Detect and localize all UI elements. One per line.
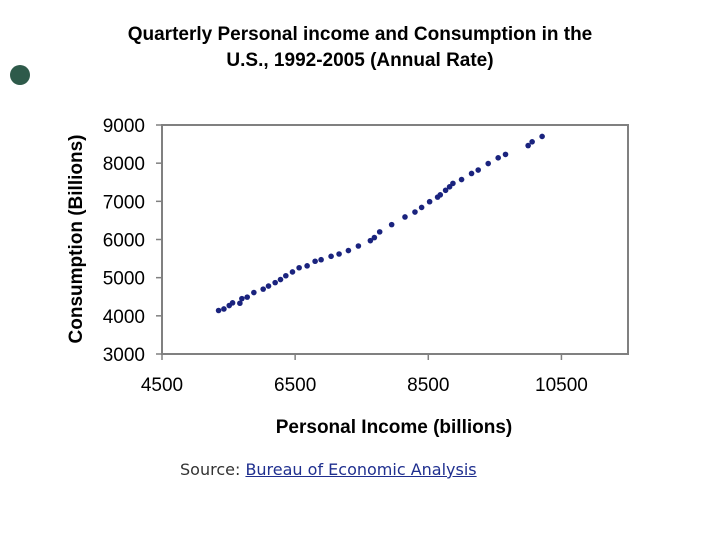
- x-tick-label: 8500: [407, 375, 449, 396]
- data-point: [336, 251, 342, 257]
- data-point: [345, 247, 352, 254]
- data-point: [402, 214, 408, 220]
- data-point: [437, 192, 444, 198]
- data-point: [525, 142, 531, 149]
- slide-bullet: [10, 65, 30, 85]
- data-point: [450, 180, 456, 187]
- data-point: [367, 237, 374, 244]
- data-point: [502, 151, 509, 158]
- data-point: [312, 258, 318, 265]
- y-tick-label: 4000: [103, 307, 145, 328]
- y-tick-label: 7000: [103, 192, 145, 213]
- data-point: [244, 294, 251, 300]
- data-point: [328, 253, 334, 260]
- data-point: [475, 167, 482, 173]
- data-point: [251, 289, 257, 296]
- data-point: [239, 295, 245, 302]
- plot-area: [161, 124, 629, 355]
- data-point: [442, 187, 449, 194]
- data-point: [215, 307, 222, 314]
- data-point: [277, 276, 284, 283]
- chart-title: Quarterly Personal income and Consumptio…: [100, 22, 620, 74]
- data-point: [221, 306, 227, 312]
- data-point: [355, 243, 362, 249]
- data-point: [289, 269, 296, 275]
- data-point: [318, 256, 324, 263]
- chart-title-line-2: U.S., 1992-2005 (Annual Rate): [226, 50, 494, 71]
- data-point: [229, 300, 236, 306]
- data-point: [237, 300, 243, 307]
- data-point: [458, 176, 465, 183]
- source-line: Source: Bureau of Economic Analysis: [180, 460, 477, 479]
- data-point: [272, 279, 278, 286]
- y-axis-label: Consumption (Billions): [66, 135, 87, 344]
- y-tick-label: 9000: [103, 116, 145, 137]
- data-point: [304, 263, 310, 269]
- data-point: [296, 264, 302, 271]
- x-tick-label: 6500: [274, 375, 316, 396]
- y-tick-label: 6000: [103, 231, 145, 252]
- y-tick-label: 8000: [103, 154, 145, 175]
- data-point: [412, 209, 418, 215]
- y-tick-label: 5000: [103, 269, 145, 290]
- data-point: [388, 221, 395, 228]
- data-point: [283, 272, 289, 279]
- data-point: [260, 286, 266, 292]
- data-point: [446, 184, 453, 190]
- data-point: [265, 283, 272, 289]
- data-point: [529, 138, 535, 145]
- x-tick-label: 4500: [141, 375, 183, 396]
- y-tick-label: 3000: [103, 345, 145, 366]
- data-point: [418, 204, 425, 211]
- chart-title-line-1: Quarterly Personal income and Consumptio…: [127, 24, 593, 45]
- data-point: [468, 170, 475, 177]
- data-point: [376, 229, 383, 235]
- x-tick-label: 10500: [535, 375, 588, 396]
- data-point: [371, 234, 378, 241]
- source-prefix: Source:: [180, 460, 246, 479]
- x-axis-label: Personal Income (billions): [276, 417, 513, 438]
- data-point: [539, 133, 545, 140]
- data-point: [426, 198, 433, 205]
- data-point: [495, 155, 501, 161]
- data-point: [485, 160, 492, 167]
- source-link[interactable]: Bureau of Economic Analysis: [245, 460, 477, 479]
